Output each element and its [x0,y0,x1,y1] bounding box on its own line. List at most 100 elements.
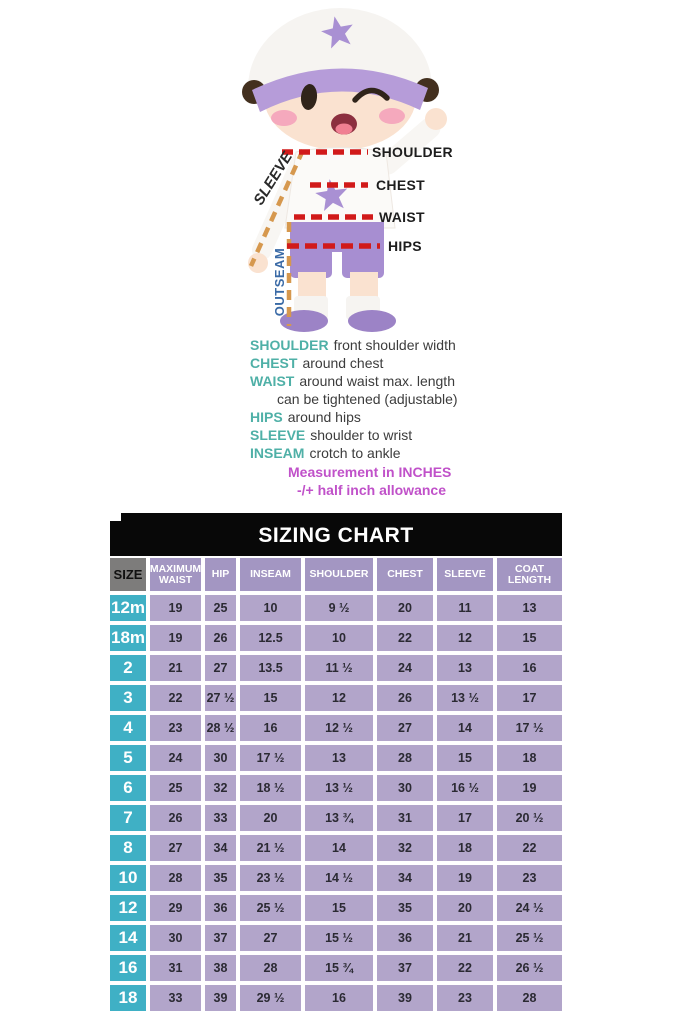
table-cell: 20 [437,895,493,921]
size-cell: 18m [110,625,146,651]
table-cell: 29 ½ [240,985,301,1011]
cap [248,8,432,89]
open-eye [300,84,318,110]
table-cell: 18 ½ [240,775,301,801]
table-cell: 16 [497,655,562,681]
table-cell: 37 [377,955,433,981]
table-cell: 36 [205,895,236,921]
legend-item: can be tightened (adjustable) [250,390,480,408]
sleeve-line [248,149,306,267]
table-cell: 39 [205,985,236,1011]
table-cell: 29 [150,895,201,921]
table-cell: 20 [240,805,301,831]
table-cell: 14 [437,715,493,741]
table-cell: 21 [437,925,493,951]
legend-item: HIPS around hips [250,408,480,426]
column-header: SIZE [110,558,146,591]
table-cell: 30 [150,925,201,951]
table-cell: 10 [240,595,301,621]
chart-title: SIZING CHART [258,524,414,547]
table-cell: 15 [437,745,493,771]
legend-item: INSEAM crotch to ankle [250,444,480,462]
legend-item: SHOULDER front shoulder width [250,336,480,354]
column-header: SLEEVE [437,558,493,591]
table-cell: 21 ½ [240,835,301,861]
table-cell: 22 [497,835,562,861]
legend-term: SLEEVE [250,427,306,443]
table-cell: 15 [497,625,562,651]
legend-notes: Measurement in INCHES -/+ half inch allo… [250,463,480,499]
table-cell: 17 [497,685,562,711]
size-cell: 2 [110,655,146,681]
table-cell: 18 [497,745,562,771]
column-header: MAXIMUM WAIST [150,558,201,591]
table-cell: 13 [305,745,373,771]
child-illustration: SHOULDER CHEST WAIST HIPS SLEEVE OUTSEAM [242,8,453,332]
cap-star-icon [321,16,353,49]
cap-band [252,68,428,112]
table-cell: 23 ½ [240,865,301,891]
table-cell: 12.5 [240,625,301,651]
table-cell: 28 [377,745,433,771]
size-cell: 10 [110,865,146,891]
chest-label: CHEST [376,177,425,193]
table-cell: 16 [240,715,301,741]
table-cell: 24 ½ [497,895,562,921]
table-cell: 20 [377,595,433,621]
table-cell: 15 [240,685,301,711]
table-cell: 28 [240,955,301,981]
table-cell: 12 ½ [305,715,373,741]
legend-definition: around chest [302,355,384,371]
table-cell: 17 ½ [240,745,301,771]
size-cell: 6 [110,775,146,801]
blush-right [379,108,405,124]
table-cell: 13 [497,595,562,621]
size-cell: 8 [110,835,146,861]
table-cell: 13 [437,655,493,681]
table-cell: 38 [205,955,236,981]
column-header: HIP [205,558,236,591]
table-cell: 34 [377,865,433,891]
size-cell: 16 [110,955,146,981]
table-cell: 14 [305,835,373,861]
table-cell: 39 [377,985,433,1011]
raised-hand [425,108,447,130]
table-cell: 25 ½ [240,895,301,921]
size-cell: 7 [110,805,146,831]
shoe-right [348,310,396,332]
shorts-left-leg [290,240,332,278]
chart-title-bar: SIZING CHART [110,513,562,556]
table-cell: 26 [205,625,236,651]
table-cell: 24 [150,745,201,771]
hips-label: HIPS [388,238,422,254]
legend-definition: shoulder to wrist [310,427,413,443]
waist-label: WAIST [379,209,425,225]
table-cell: 23 [437,985,493,1011]
table-cell: 11 ½ [305,655,373,681]
legend-term: HIPS [250,409,283,425]
outseam-label: OUTSEAM [272,248,287,317]
table-cell: 32 [377,835,433,861]
table-cell: 15 [305,895,373,921]
table-cell: 13 ½ [437,685,493,711]
table-cell: 26 [377,685,433,711]
legend-definition: around waist max. length [299,373,455,389]
table-cell: 25 [205,595,236,621]
table-cell: 12 [305,685,373,711]
table-cell: 27 [377,715,433,741]
table-cell: 22 [150,685,201,711]
table-cell: 17 [437,805,493,831]
table-cell: 19 [150,625,201,651]
table-cell: 33 [150,985,201,1011]
size-cell: 14 [110,925,146,951]
legend-item: SLEEVE shoulder to wrist [250,426,480,444]
table-cell: 36 [377,925,433,951]
table-cell: 35 [377,895,433,921]
table-cell: 22 [377,625,433,651]
table-cell: 27 [240,925,301,951]
table-cell: 13 ¾ [305,805,373,831]
raised-arm [377,117,441,175]
measurement-figure: SHOULDER CHEST WAIST HIPS SLEEVE OUTSEAM [220,0,470,335]
table-cell: 18 [437,835,493,861]
table-cell: 16 [305,985,373,1011]
